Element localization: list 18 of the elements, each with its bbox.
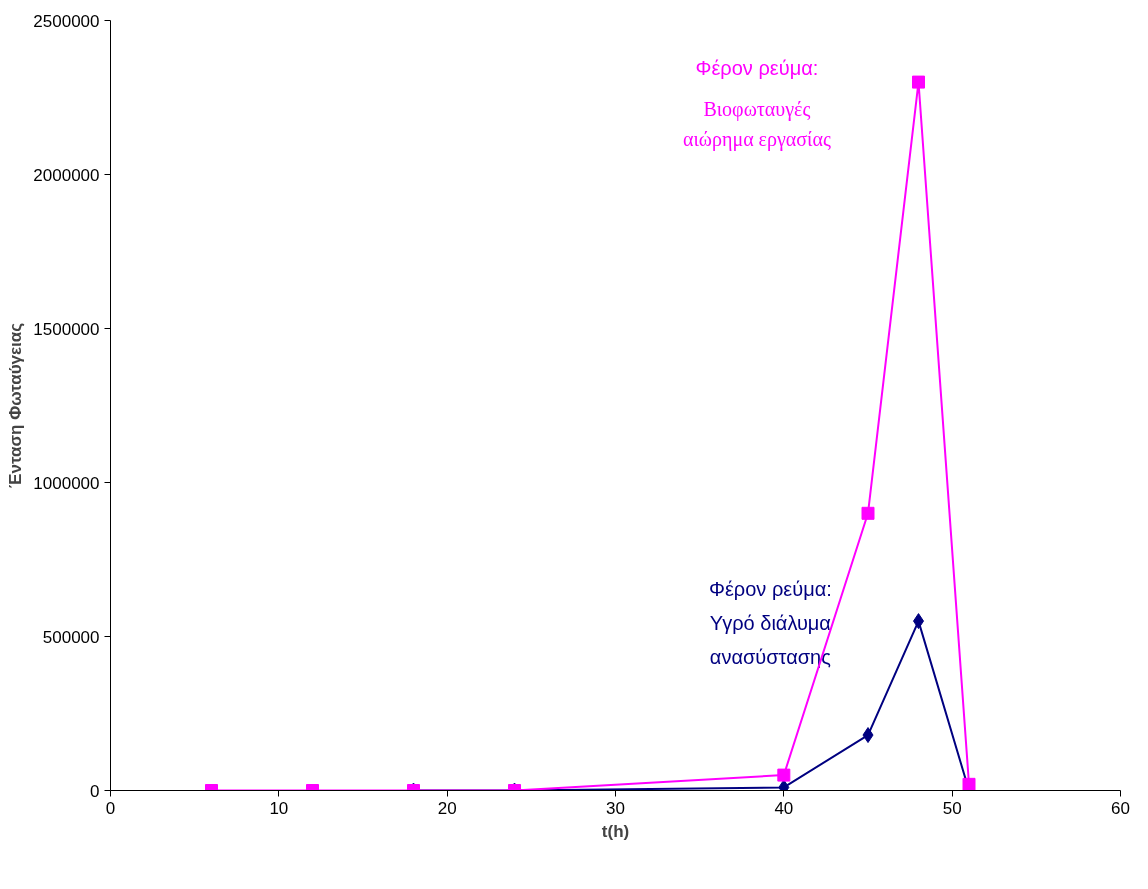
x-tick-label: 50 — [942, 798, 962, 818]
x-tick-label: 30 — [606, 798, 625, 818]
x-tick-label: 40 — [774, 798, 794, 818]
y-tick-label: 1000000 — [33, 473, 100, 493]
y-tick-label: 2500000 — [33, 11, 100, 31]
point — [912, 75, 925, 89]
x-axis-title: t(h) — [601, 821, 630, 841]
y-tick-label: 500000 — [42, 627, 100, 647]
y-tick-label: 2000000 — [33, 165, 100, 185]
y-axis-title: Ένταση Φωταύγειας — [6, 322, 26, 489]
x-tick-label: 0 — [105, 798, 116, 818]
text: Φέρον ρεύμα: Βιοφωταυγές αιώρημα εργασίας — [682, 57, 831, 152]
y-tick-label: 1500000 — [33, 319, 100, 339]
y-tick-label: 0 — [90, 781, 100, 801]
x-tick-label: 10 — [269, 798, 289, 818]
point — [861, 506, 875, 520]
x-tick-label: 20 — [437, 798, 457, 818]
x-tick-label: 60 — [1111, 798, 1130, 818]
